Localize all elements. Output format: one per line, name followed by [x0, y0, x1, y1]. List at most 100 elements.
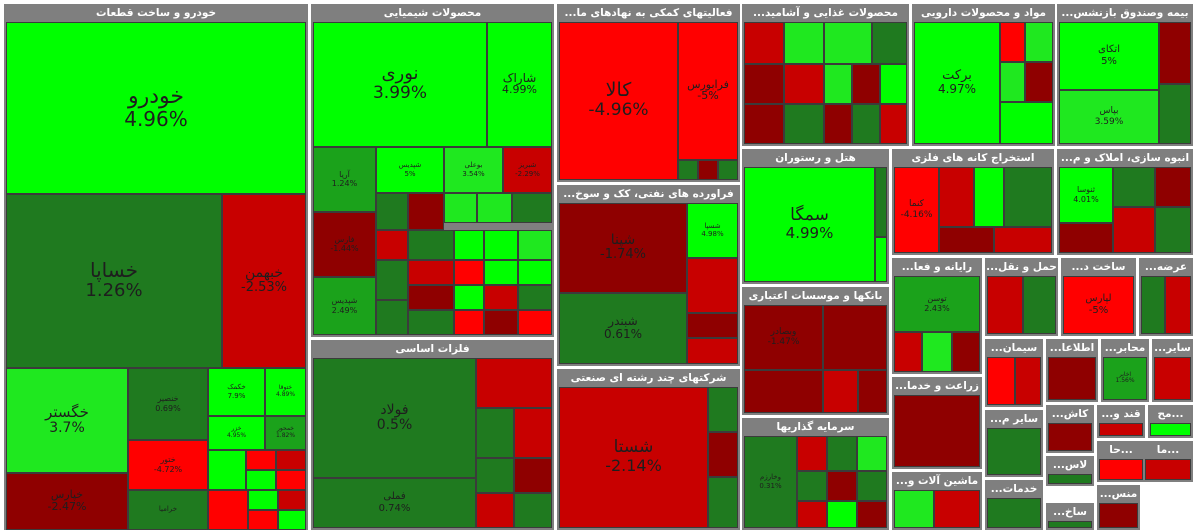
stock-tile[interactable]	[454, 230, 484, 260]
stock-tile[interactable]	[514, 458, 552, 493]
stock-tile[interactable]	[518, 310, 552, 335]
stock-tile[interactable]: خزر 4.95%	[208, 416, 265, 450]
stock-tile[interactable]	[1000, 62, 1025, 102]
stock-tile[interactable]	[1159, 22, 1191, 84]
stock-tile[interactable]	[484, 260, 518, 285]
stock-tile[interactable]	[484, 310, 518, 335]
stock-tile[interactable]: فولاد 0.5%	[313, 358, 476, 478]
stock-tile[interactable]	[376, 230, 408, 260]
stock-tile[interactable]: فملی 0.74%	[313, 478, 476, 528]
stock-tile[interactable]	[1048, 521, 1092, 528]
stock-tile[interactable]: شاراک 4.99%	[487, 22, 552, 147]
stock-tile[interactable]: شبریز -2.29%	[503, 147, 552, 193]
stock-tile[interactable]	[278, 490, 306, 510]
stock-tile[interactable]	[797, 436, 827, 471]
stock-tile[interactable]	[276, 450, 306, 470]
stock-tile[interactable]	[744, 22, 784, 64]
stock-tile[interactable]	[484, 230, 518, 260]
stock-tile[interactable]: خرامیا	[128, 490, 208, 530]
stock-tile[interactable]: برکت 4.97%	[914, 22, 1000, 144]
stock-tile[interactable]	[1000, 102, 1053, 144]
stock-tile[interactable]	[376, 193, 408, 230]
stock-tile[interactable]	[246, 470, 276, 490]
stock-tile[interactable]	[872, 22, 907, 64]
stock-tile[interactable]: خمحور 1.82%	[265, 416, 306, 450]
stock-tile[interactable]	[1099, 503, 1138, 528]
stock-tile[interactable]	[1113, 207, 1155, 253]
stock-tile[interactable]	[894, 490, 934, 528]
stock-tile[interactable]	[922, 332, 952, 372]
stock-tile[interactable]: شستا -2.14%	[559, 387, 708, 528]
stock-tile[interactable]	[514, 493, 552, 528]
stock-tile[interactable]	[744, 104, 784, 144]
stock-tile[interactable]: خودرو 4.96%	[6, 22, 306, 194]
stock-tile[interactable]	[852, 64, 880, 104]
stock-tile[interactable]: خکمک 7.9%	[208, 368, 265, 416]
stock-tile[interactable]	[880, 64, 907, 104]
stock-tile[interactable]	[376, 260, 408, 300]
stock-tile[interactable]	[974, 167, 1004, 227]
stock-tile[interactable]	[1000, 22, 1025, 62]
stock-tile[interactable]	[797, 501, 827, 528]
stock-tile[interactable]	[939, 227, 994, 253]
stock-tile[interactable]	[408, 193, 444, 230]
stock-tile[interactable]: سمگا 4.99%	[744, 167, 875, 282]
stock-tile[interactable]: ختوقا 4.89%	[265, 368, 306, 416]
stock-tile[interactable]	[784, 64, 824, 104]
stock-tile[interactable]: بوعلی 3.54%	[444, 147, 503, 193]
stock-tile[interactable]	[248, 510, 278, 530]
stock-tile[interactable]	[934, 490, 980, 528]
stock-tile[interactable]	[708, 477, 738, 528]
stock-tile[interactable]: ختور -4.72%	[128, 440, 208, 490]
stock-tile[interactable]	[408, 230, 454, 260]
stock-tile[interactable]	[476, 358, 552, 408]
stock-tile[interactable]	[1048, 423, 1092, 451]
stock-tile[interactable]	[408, 260, 454, 285]
stock-tile[interactable]: خپارس -2.47%	[6, 473, 128, 530]
stock-tile[interactable]	[1023, 276, 1056, 334]
stock-tile[interactable]	[1113, 167, 1155, 207]
stock-tile[interactable]	[784, 22, 824, 64]
stock-tile[interactable]	[1155, 167, 1191, 207]
stock-tile[interactable]	[476, 493, 514, 528]
stock-tile[interactable]	[880, 104, 907, 144]
stock-tile[interactable]	[875, 167, 887, 237]
stock-tile[interactable]	[858, 370, 887, 413]
stock-tile[interactable]	[824, 104, 852, 144]
stock-tile[interactable]	[827, 471, 857, 501]
stock-tile[interactable]	[857, 501, 887, 528]
stock-tile[interactable]	[987, 357, 1015, 405]
stock-tile[interactable]: توسن 2.43%	[894, 276, 980, 332]
stock-tile[interactable]	[1150, 423, 1191, 436]
stock-tile[interactable]	[1048, 474, 1092, 484]
stock-tile[interactable]	[408, 310, 454, 335]
stock-tile[interactable]	[1141, 276, 1165, 334]
stock-tile[interactable]: شپدیس 2.49%	[313, 277, 376, 335]
stock-tile[interactable]: فرابورس -5%	[678, 22, 738, 160]
stock-tile[interactable]: شپنا -1.74%	[559, 203, 687, 293]
stock-tile[interactable]	[518, 230, 552, 260]
stock-tile[interactable]	[454, 310, 484, 335]
stock-tile[interactable]: اخابر 1.56%	[1103, 357, 1147, 400]
stock-tile[interactable]: خگستر 3.7%	[6, 368, 128, 473]
stock-tile[interactable]	[484, 285, 518, 310]
stock-tile[interactable]	[1155, 207, 1191, 253]
stock-tile[interactable]	[1099, 423, 1143, 436]
stock-tile[interactable]	[1159, 84, 1191, 144]
stock-tile[interactable]	[512, 193, 552, 223]
stock-tile[interactable]	[477, 193, 512, 223]
stock-tile[interactable]	[994, 227, 1052, 253]
stock-tile[interactable]	[852, 104, 880, 144]
stock-tile[interactable]	[718, 160, 738, 180]
stock-tile[interactable]	[744, 64, 784, 104]
stock-tile[interactable]: اتکای 5%	[1059, 22, 1159, 90]
stock-tile[interactable]	[376, 300, 408, 335]
stock-tile[interactable]: شبندر 0.61%	[559, 293, 687, 364]
stock-tile[interactable]	[687, 258, 738, 313]
stock-tile[interactable]	[1048, 357, 1096, 400]
stock-tile[interactable]	[857, 436, 887, 471]
stock-tile[interactable]: نوری 3.99%	[313, 22, 487, 147]
stock-tile[interactable]	[698, 160, 718, 180]
stock-tile[interactable]: آریا 1.24%	[313, 147, 376, 212]
stock-tile[interactable]	[708, 387, 738, 432]
